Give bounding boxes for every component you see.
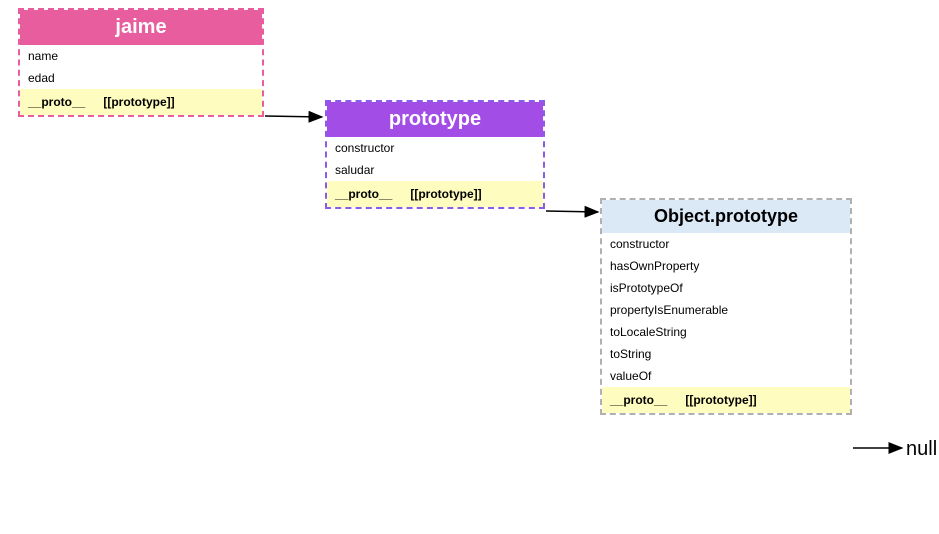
box-prototype: prototype constructorsaludar __proto__ [… <box>325 100 545 209</box>
prop-toLocaleString: toLocaleString <box>602 321 850 343</box>
prop-toString: toString <box>602 343 850 365</box>
box-jaime: jaime nameedad __proto__ [[prototype]] <box>18 8 264 117</box>
prop-hasOwnProperty: hasOwnProperty <box>602 255 850 277</box>
proto-left-object: __proto__ <box>610 393 667 407</box>
header-prototype: prototype <box>327 102 543 137</box>
prop-saludar: saludar <box>327 159 543 181</box>
box-object-prototype: Object.prototype constructorhasOwnProper… <box>600 198 852 415</box>
proto-row-jaime: __proto__ [[prototype]] <box>20 89 262 115</box>
proto-right-jaime: [[prototype]] <box>103 95 174 109</box>
proto-row-object-prototype: __proto__ [[prototype]] <box>602 387 850 413</box>
props-prototype: constructorsaludar <box>327 137 543 181</box>
proto-left-jaime: __proto__ <box>28 95 85 109</box>
proto-right-object: [[prototype]] <box>685 393 756 407</box>
prop-edad: edad <box>20 67 262 89</box>
proto-left-prototype: __proto__ <box>335 187 392 201</box>
prop-constructor: constructor <box>327 137 543 159</box>
proto-row-prototype: __proto__ [[prototype]] <box>327 181 543 207</box>
prop-propertyIsEnumerable: propertyIsEnumerable <box>602 299 850 321</box>
header-object-prototype: Object.prototype <box>602 200 850 233</box>
null-label: null <box>906 438 937 461</box>
prop-constructor: constructor <box>602 233 850 255</box>
proto-right-prototype: [[prototype]] <box>410 187 481 201</box>
props-jaime: nameedad <box>20 45 262 89</box>
header-jaime: jaime <box>20 10 262 45</box>
prop-name: name <box>20 45 262 67</box>
props-object-prototype: constructorhasOwnPropertyisPrototypeOfpr… <box>602 233 850 387</box>
prop-valueOf: valueOf <box>602 365 850 387</box>
prop-isPrototypeOf: isPrototypeOf <box>602 277 850 299</box>
